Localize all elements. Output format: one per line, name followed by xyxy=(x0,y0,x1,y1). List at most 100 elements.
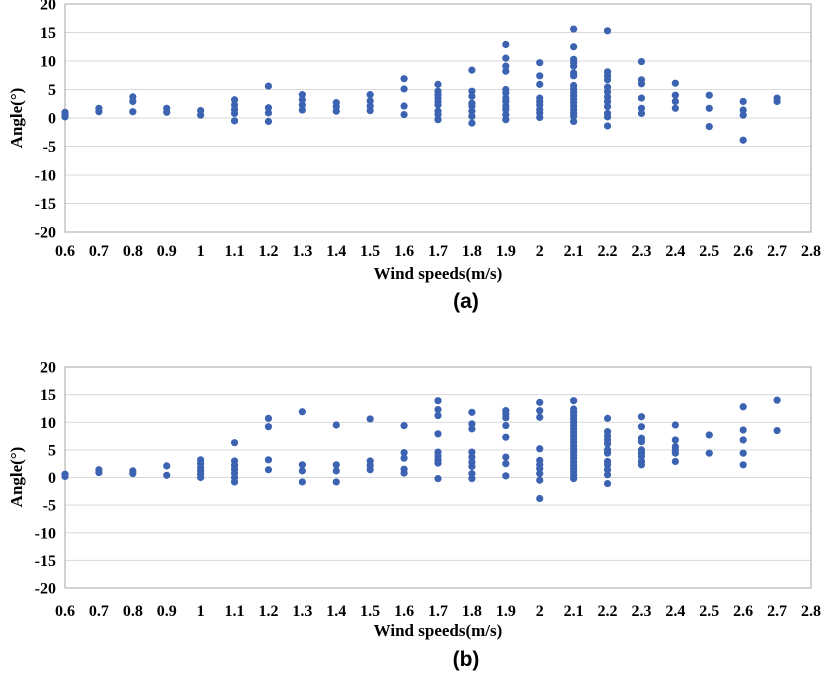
y-tick-label: -15 xyxy=(35,553,56,570)
data-point xyxy=(230,96,239,104)
data-point xyxy=(332,461,340,469)
data-point xyxy=(502,67,510,75)
scatter-chart-b: 20 15 10 5 0 -5 -10 -15 -20 0.6 0.7 0.8 0.9 1 1.1 1.2 1.… xyxy=(35,360,821,621)
y-tick-label: 20 xyxy=(40,0,56,14)
x-tick-label: 0.7 xyxy=(89,603,109,620)
x-tick-label: 1.2 xyxy=(258,243,278,260)
x-tick-label: 2.3 xyxy=(631,603,651,620)
data-point xyxy=(264,456,273,464)
data-point xyxy=(637,452,646,461)
data-point xyxy=(434,459,442,467)
data-point xyxy=(264,423,273,431)
data-point xyxy=(264,109,273,117)
y-tick-label: 5 xyxy=(48,82,56,99)
y-tick-label: -20 xyxy=(35,225,56,242)
data-point xyxy=(536,80,544,88)
data-point xyxy=(705,431,713,439)
data-point xyxy=(536,445,544,453)
caption-a: (a) xyxy=(453,290,479,313)
x-tick-label: 0.9 xyxy=(157,603,177,620)
data-point xyxy=(264,414,273,422)
x-tick-label: 0.9 xyxy=(157,243,177,260)
data-point xyxy=(95,108,103,116)
x-tick-label: 2 xyxy=(536,243,544,260)
data-point xyxy=(671,79,679,87)
x-tick-label: 1.3 xyxy=(292,603,312,620)
x-tick-label: 1.4 xyxy=(326,603,346,620)
data-point xyxy=(434,116,442,124)
data-point xyxy=(637,413,646,421)
data-point xyxy=(603,466,612,474)
x-tick-label: 2.1 xyxy=(564,243,584,260)
y-axis-title-b: Angle(°) xyxy=(7,446,26,508)
x-tick-label: 2.4 xyxy=(665,243,685,260)
data-point xyxy=(366,91,374,99)
data-point xyxy=(468,119,476,127)
data-point xyxy=(536,465,544,473)
data-point xyxy=(400,449,408,457)
caption-b: (b) xyxy=(452,648,480,671)
data-point xyxy=(705,122,713,131)
data-point xyxy=(637,104,646,112)
x-tick-label: 1.9 xyxy=(496,603,516,620)
x-tick-label: 0.6 xyxy=(55,603,75,620)
data-point xyxy=(536,476,544,484)
x-tick-label: 2.8 xyxy=(801,243,821,260)
data-point xyxy=(502,414,510,422)
data-point xyxy=(536,470,544,478)
y-tick-label: 0 xyxy=(48,470,56,487)
x-tick-label: 2.5 xyxy=(699,603,719,620)
x-tick-label: 1.3 xyxy=(292,243,312,260)
data-point xyxy=(773,97,781,106)
x-tick-label: 2.8 xyxy=(801,603,821,620)
data-point xyxy=(264,466,273,474)
data-point xyxy=(739,97,747,106)
x-tick-label: 1.5 xyxy=(360,243,380,260)
data-point xyxy=(705,449,713,457)
data-point xyxy=(502,105,510,114)
data-point xyxy=(332,478,340,486)
data-point xyxy=(536,398,544,406)
data-point xyxy=(570,112,578,120)
data-point xyxy=(230,109,239,118)
data-point xyxy=(298,96,306,104)
data-point xyxy=(603,27,612,35)
data-point xyxy=(468,87,476,95)
data-point xyxy=(434,80,442,88)
x-tick-label: 2.3 xyxy=(631,243,651,260)
data-point xyxy=(739,461,747,469)
y-tick-label: 5 xyxy=(48,442,56,459)
data-point xyxy=(637,109,646,118)
data-point xyxy=(570,397,578,405)
data-point xyxy=(197,473,205,482)
data-point xyxy=(332,107,340,115)
data-point xyxy=(536,113,544,122)
data-point xyxy=(95,468,103,477)
x-tick-label: 1 xyxy=(197,603,205,620)
x-tick-label: 2.6 xyxy=(733,243,753,260)
data-point xyxy=(603,113,612,121)
data-point xyxy=(366,466,374,474)
data-point xyxy=(298,106,306,114)
data-point xyxy=(163,462,171,470)
data-point xyxy=(468,475,476,483)
data-point xyxy=(502,40,510,49)
x-tick-label: 2 xyxy=(536,603,544,620)
x-tick-label: 1 xyxy=(197,243,205,260)
y-tick-label: 10 xyxy=(40,54,56,71)
data-point xyxy=(637,80,646,88)
data-point xyxy=(400,421,408,430)
data-point xyxy=(468,66,476,74)
data-point xyxy=(637,57,646,66)
data-point xyxy=(637,461,646,469)
data-point xyxy=(603,103,612,111)
data-point xyxy=(366,415,374,423)
data-point xyxy=(298,467,306,475)
data-point xyxy=(502,460,510,468)
data-point xyxy=(434,397,442,405)
data-point xyxy=(671,449,679,457)
data-point xyxy=(671,457,679,466)
data-point xyxy=(468,420,476,428)
data-point xyxy=(739,136,747,144)
data-point xyxy=(264,104,273,112)
